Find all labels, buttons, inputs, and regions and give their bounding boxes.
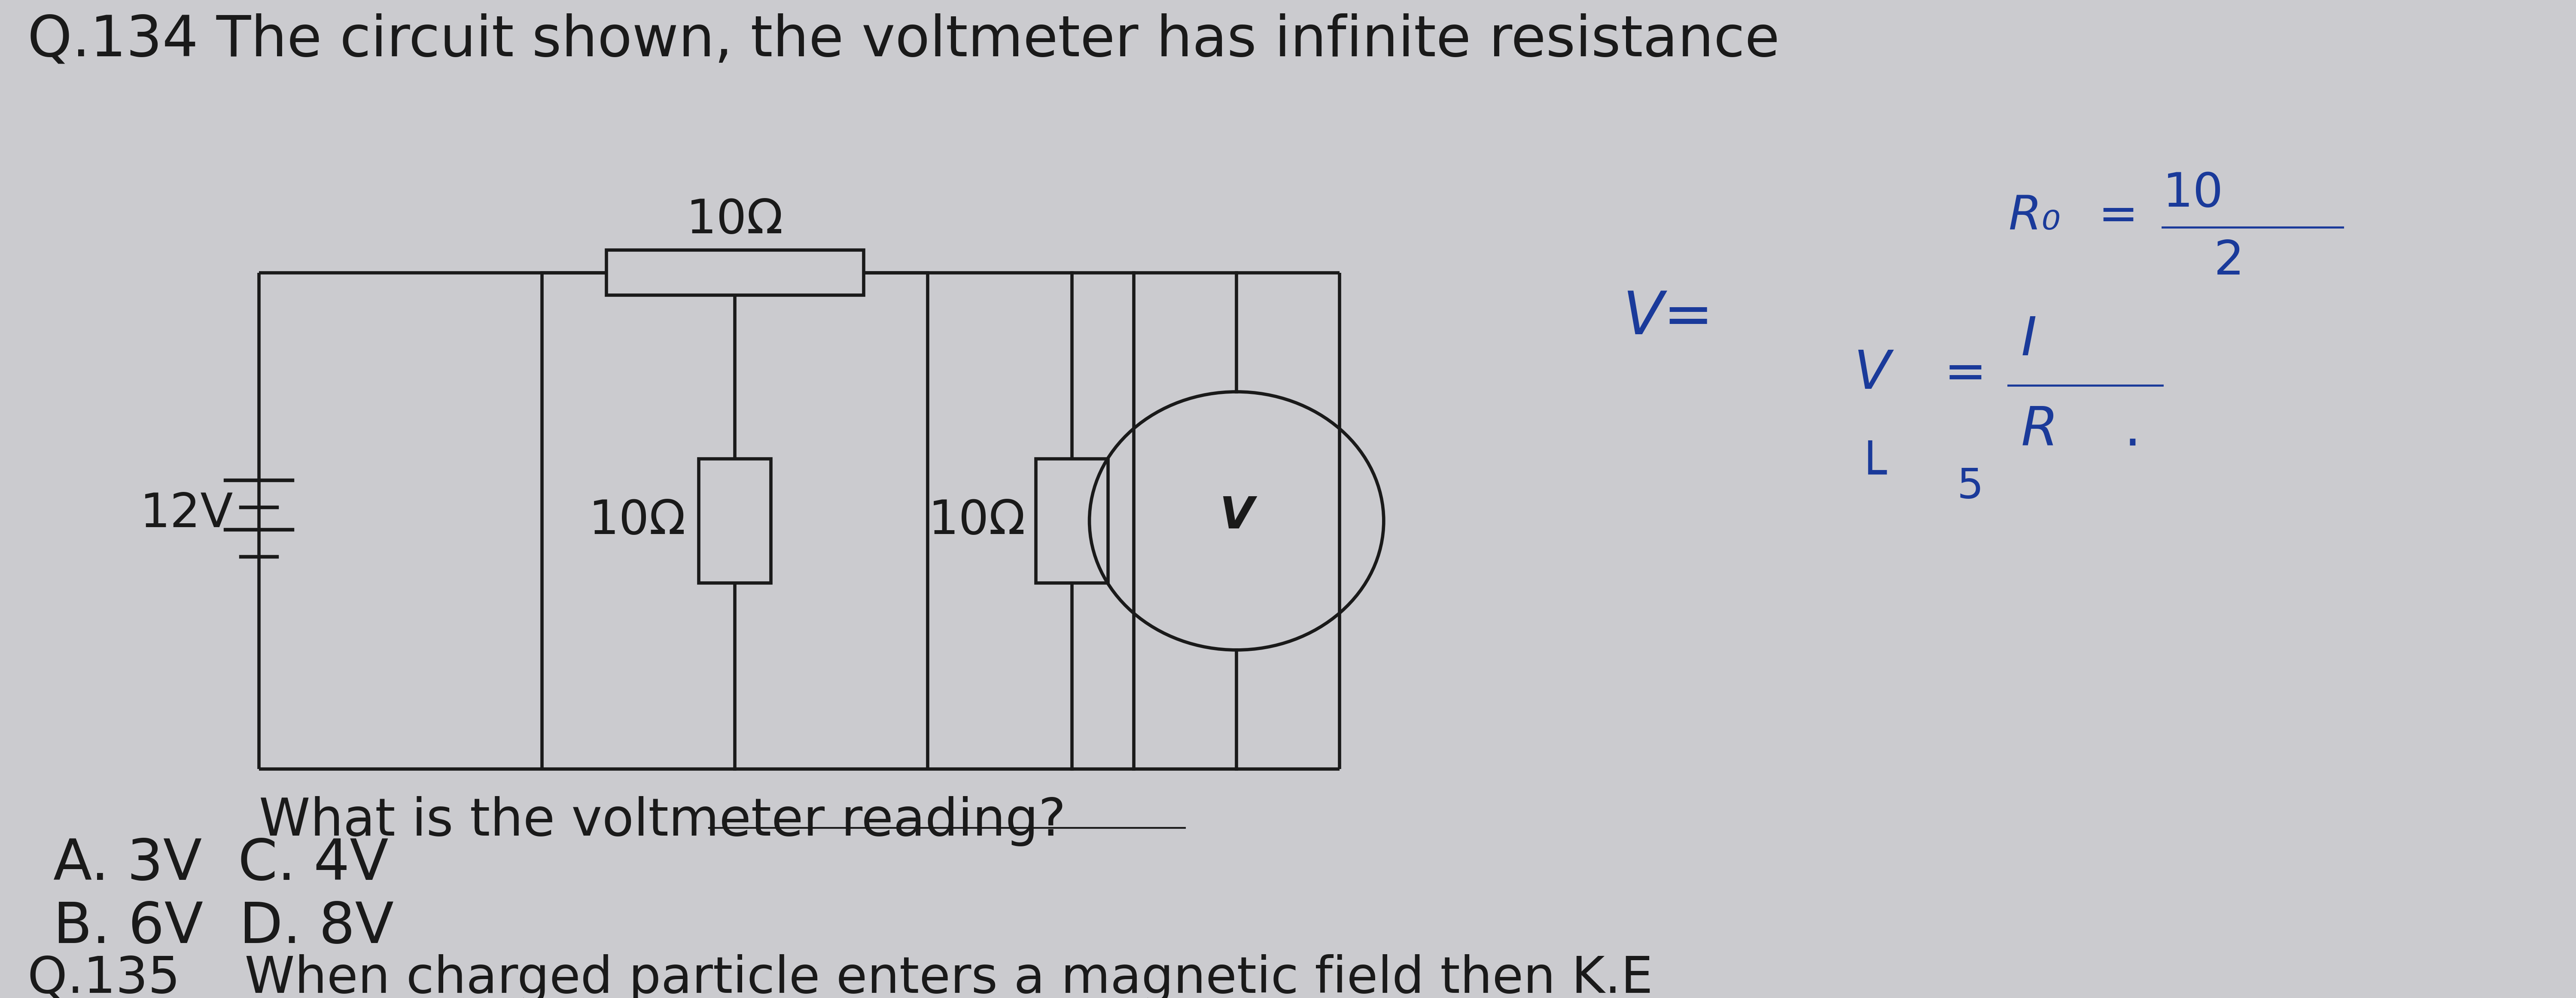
Bar	[698, 459, 770, 583]
Text: B. 6V  D. 8V: B. 6V D. 8V	[54, 900, 394, 954]
Text: 12V: 12V	[139, 491, 234, 537]
Text: R₀: R₀	[2009, 194, 2061, 240]
Text: I: I	[2022, 314, 2038, 366]
Text: 2: 2	[2213, 239, 2244, 284]
Text: 10Ω: 10Ω	[590, 498, 685, 544]
Text: 10Ω: 10Ω	[927, 498, 1025, 544]
Text: R: R	[2022, 404, 2058, 457]
Text: V=: V=	[1623, 288, 1713, 346]
Bar	[605, 250, 863, 295]
Text: 5: 5	[1958, 467, 1984, 507]
Bar	[1036, 459, 1108, 583]
Text: A. 3V  C. 4V: A. 3V C. 4V	[54, 837, 389, 891]
Text: V: V	[1855, 348, 1891, 400]
Text: 10Ω: 10Ω	[685, 198, 783, 244]
Text: └: └	[1855, 450, 1886, 502]
Text: Q.135    When charged particle enters a magnetic field then K.E: Q.135 When charged particle enters a mag…	[28, 954, 1654, 998]
Text: V: V	[1218, 495, 1255, 538]
Text: Q.134 The circuit shown, the voltmeter has infinite resistance: Q.134 The circuit shown, the voltmeter h…	[28, 13, 1780, 68]
Text: =: =	[2099, 194, 2138, 240]
Text: What is the voltmeter reading?: What is the voltmeter reading?	[260, 796, 1066, 846]
Text: 10: 10	[2164, 171, 2223, 217]
Text: =: =	[1945, 349, 1986, 399]
Text: .: .	[2125, 404, 2141, 457]
